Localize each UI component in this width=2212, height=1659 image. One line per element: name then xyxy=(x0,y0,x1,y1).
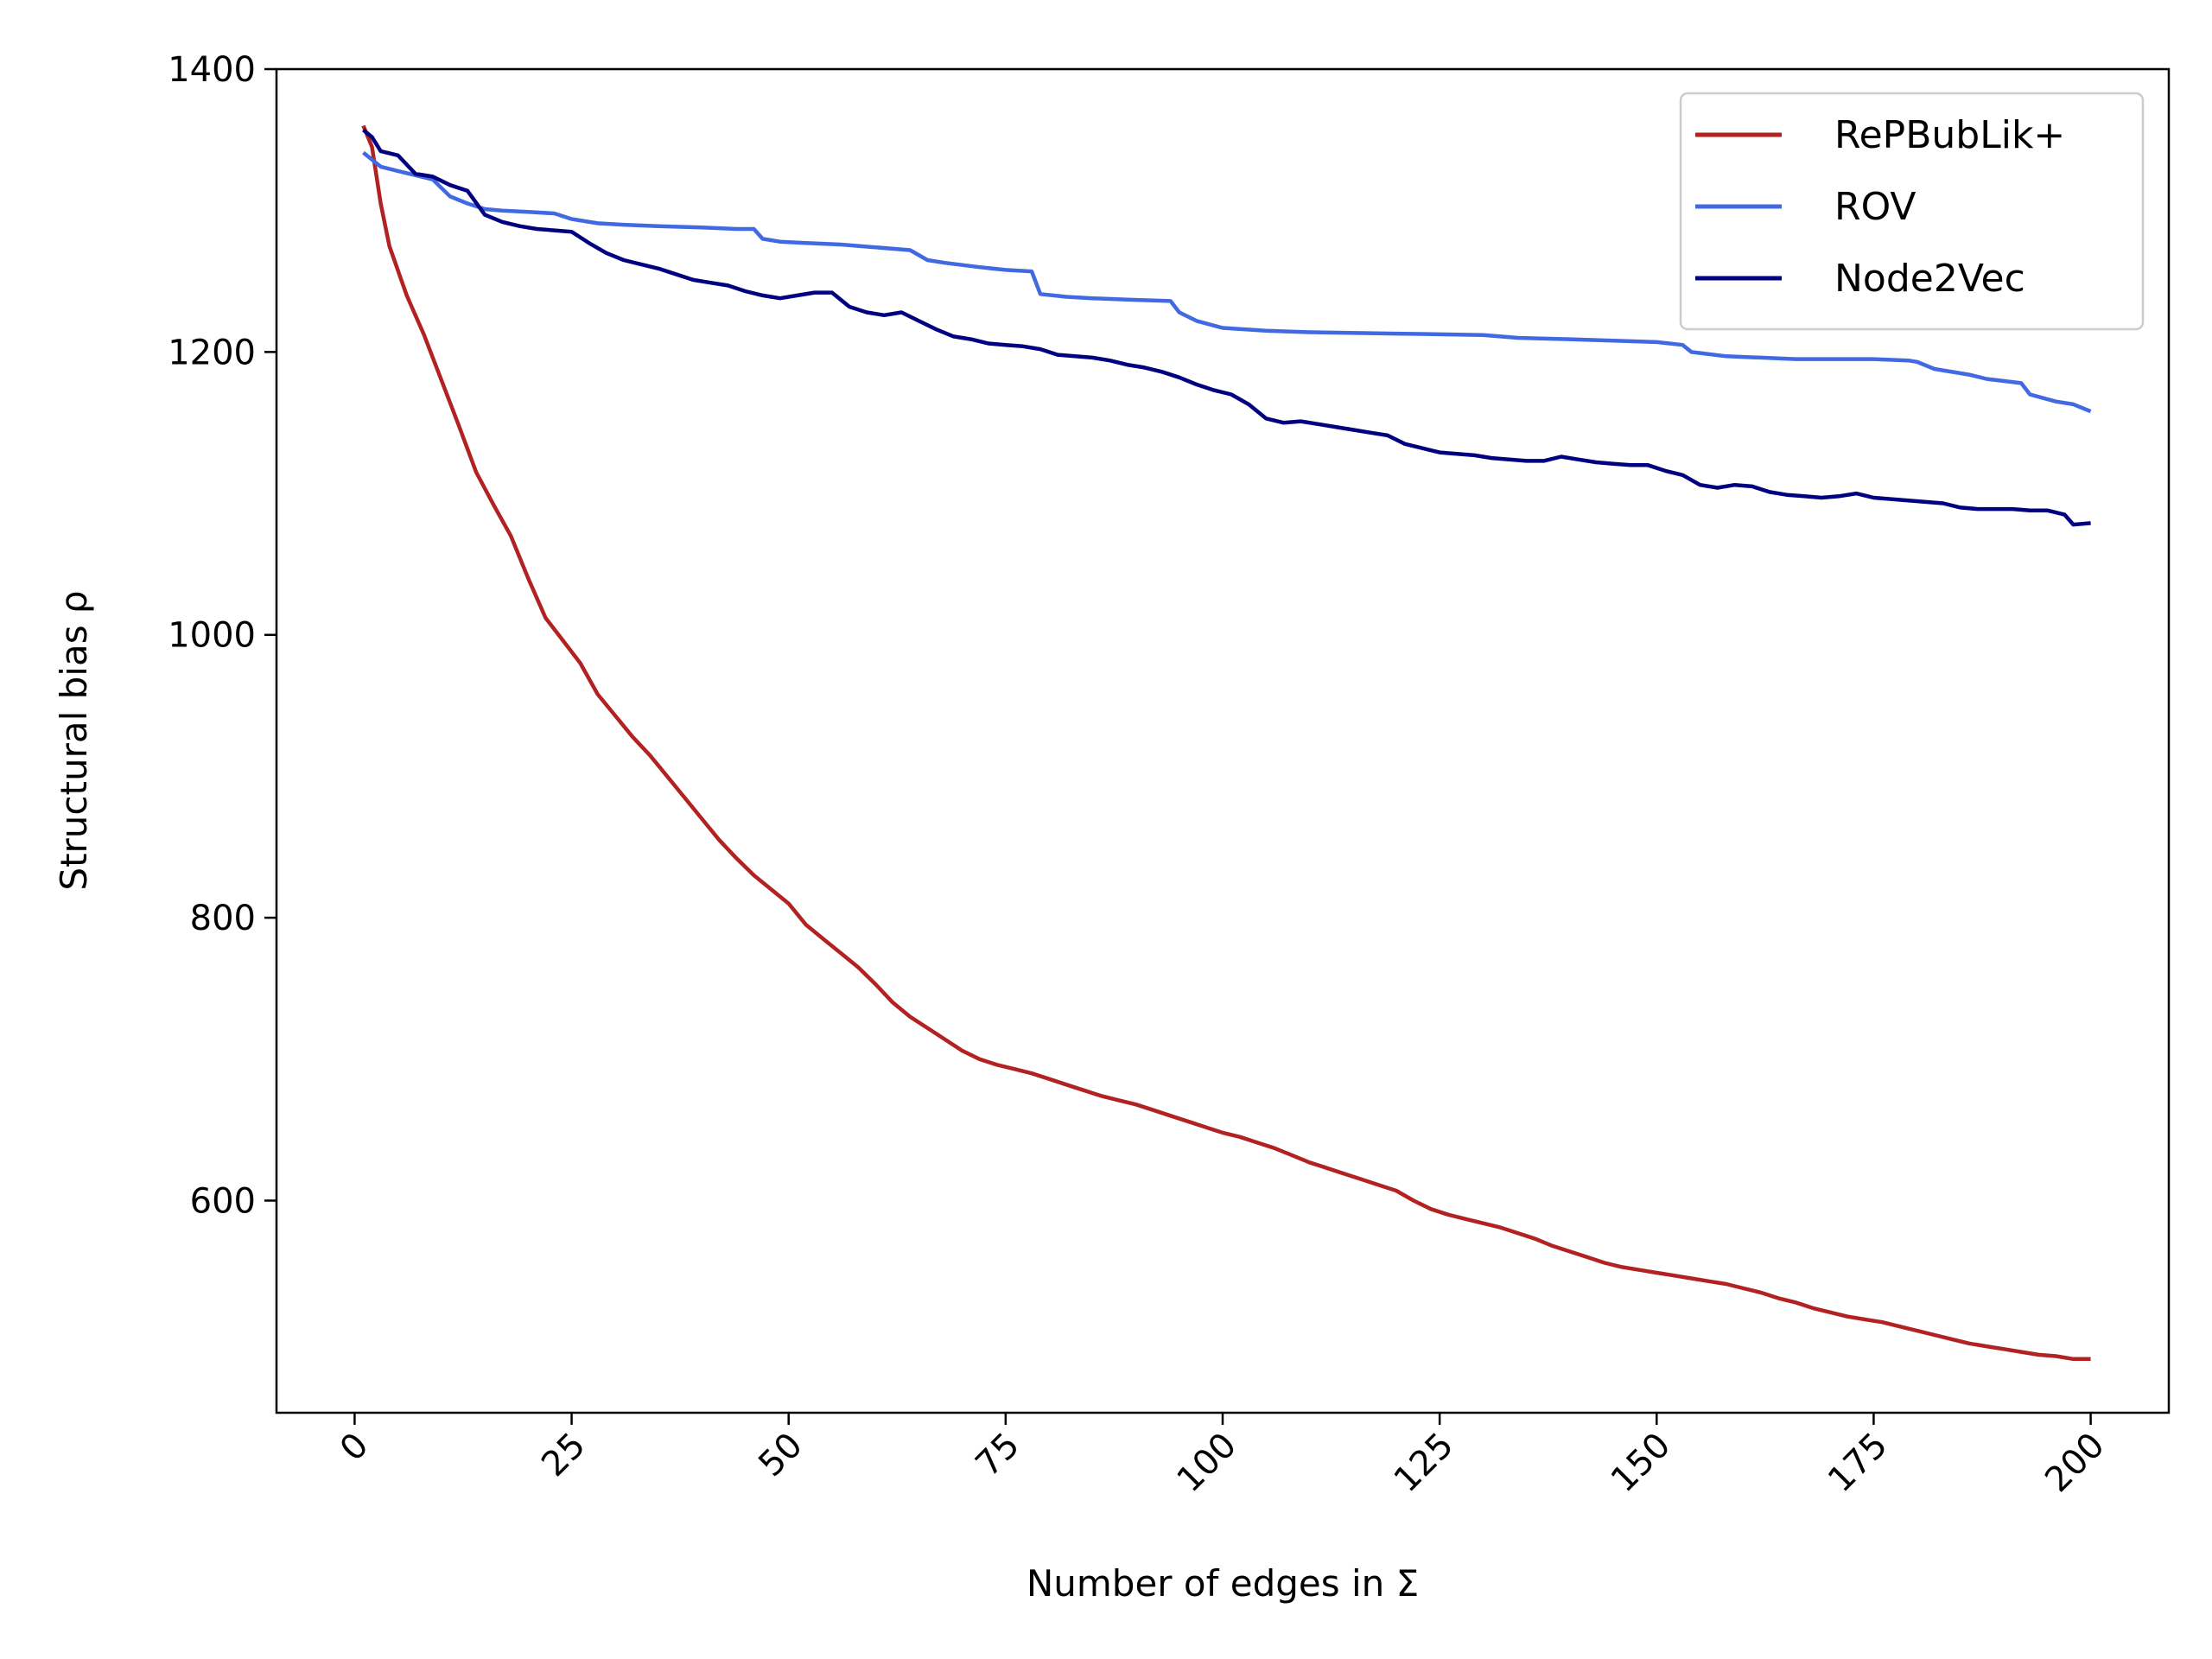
x-axis-label: Number of edges in Σ xyxy=(1027,1562,1419,1605)
y-tick-label: 1400 xyxy=(168,50,256,90)
y-tick-label: 800 xyxy=(190,899,256,938)
y-axis: 600 800 1000 1200 1400 xyxy=(168,50,276,1221)
y-tick-label: 600 xyxy=(190,1181,256,1221)
legend-label: ROV xyxy=(1834,185,1916,229)
series-line-rov xyxy=(362,150,2092,414)
series-layer xyxy=(361,124,2092,1362)
y-tick-label: 1200 xyxy=(168,333,256,372)
legend-box xyxy=(1679,92,2145,331)
y-tick-label: 1000 xyxy=(168,616,256,656)
legend-label: RePBubLik+ xyxy=(1834,113,2065,157)
series-line-node2vec xyxy=(362,128,2091,527)
legend-label: Node2Vec xyxy=(1834,257,2025,301)
y-axis-label: Structural bias ρ xyxy=(53,590,95,890)
legend: RePBubLik+ ROV Node2Vec xyxy=(1679,92,2145,331)
series-line-repbublik xyxy=(361,124,2091,1362)
